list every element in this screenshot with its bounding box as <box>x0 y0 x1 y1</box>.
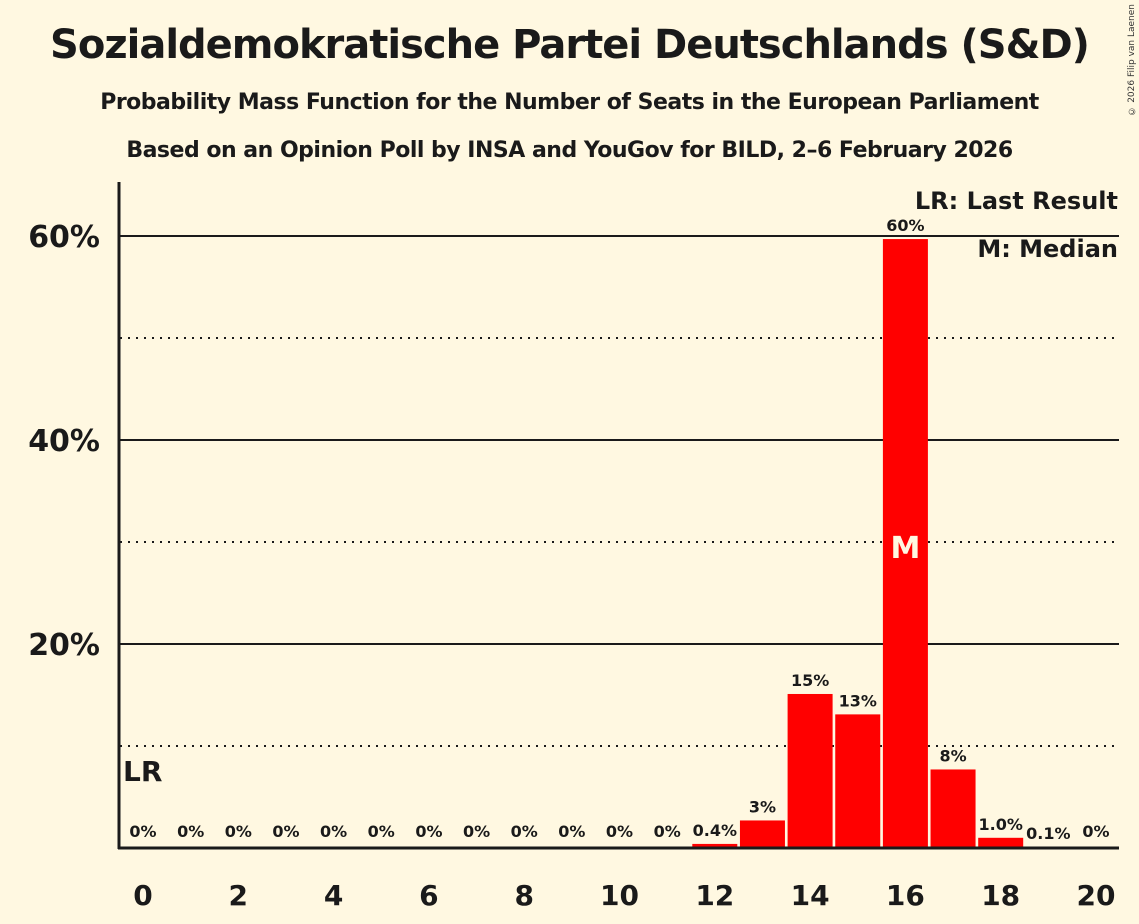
bar-seat-13 <box>739 820 785 848</box>
x-tick-label: 4 <box>324 879 343 912</box>
x-tick-label: 2 <box>229 879 248 912</box>
chart-subtitle: Probability Mass Function for the Number… <box>100 90 1039 115</box>
bar-seat-12 <box>692 843 738 848</box>
grid-lines <box>120 235 1119 747</box>
bar-label: 0% <box>177 822 204 841</box>
y-tick-label: 20% <box>28 628 100 663</box>
bar-label: 0% <box>272 822 299 841</box>
bar-seat-16 <box>882 239 928 848</box>
bar-label: 0.4% <box>693 821 737 840</box>
bar-label: 0% <box>558 822 585 841</box>
bar-label: 0% <box>606 822 633 841</box>
x-tick-label: 10 <box>600 879 639 912</box>
x-tick-label: 18 <box>981 879 1020 912</box>
bar-seat-18 <box>978 837 1024 848</box>
bar-label: 0% <box>654 822 681 841</box>
bars <box>692 239 1071 848</box>
bar-seat-15 <box>835 714 881 848</box>
bar-seat-14 <box>787 693 833 848</box>
bar-label: 0% <box>463 822 490 841</box>
x-tick-label: 14 <box>791 879 830 912</box>
legend-last-result: LR: Last Result <box>915 187 1118 215</box>
x-tick-label: 8 <box>514 879 533 912</box>
bar-label: 0% <box>320 822 347 841</box>
x-axis-ticks: 0 2 4 6 8 10 12 14 16 18 20 <box>133 879 1115 912</box>
y-axis-ticks: 20% 40% 60% <box>28 220 100 663</box>
bar-label: 13% <box>839 691 877 710</box>
bar-label: 0% <box>415 822 442 841</box>
x-tick-label: 0 <box>133 879 152 912</box>
legend-median: M: Median <box>977 235 1118 263</box>
bar-label: 3% <box>749 797 776 816</box>
median-marker: M <box>890 531 920 566</box>
bar-label: 0.1% <box>1026 824 1070 843</box>
x-tick-label: 6 <box>419 879 438 912</box>
bar-label: 0% <box>368 822 395 841</box>
bar-label: 8% <box>939 746 966 765</box>
bar-value-labels: 0% 0% 0% 0% 0% 0% 0% 0% 0% 0% 0% 0% 0.4% 3% 15% 13% 60% 8… <box>129 216 1109 843</box>
bar-label: 1.0% <box>979 815 1023 834</box>
bar-label: 15% <box>791 671 829 690</box>
bar-label: 0% <box>129 822 156 841</box>
y-tick-label: 40% <box>28 424 100 459</box>
bar-seat-17 <box>930 769 976 848</box>
bar-label: 0% <box>225 822 252 841</box>
x-tick-label: 20 <box>1077 879 1116 912</box>
chart-title: Sozialdemokratische Partei Deutschlands … <box>50 22 1090 68</box>
bar-label: 0% <box>511 822 538 841</box>
x-tick-label: 16 <box>886 879 925 912</box>
chart-source: Based on an Opinion Poll by INSA and You… <box>126 138 1013 163</box>
bar-label: 0% <box>1082 822 1109 841</box>
y-tick-label: 60% <box>28 220 100 255</box>
bar-label: 60% <box>886 216 924 235</box>
last-result-marker: LR <box>123 755 162 788</box>
x-tick-label: 12 <box>695 879 734 912</box>
